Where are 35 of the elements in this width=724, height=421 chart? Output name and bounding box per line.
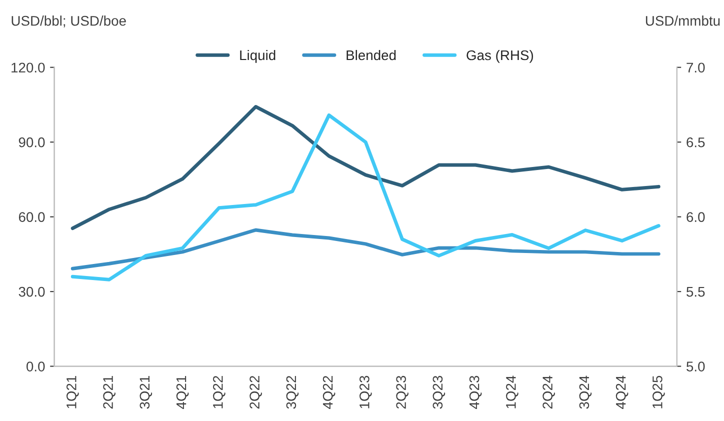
x-tick-label: 2Q24 bbox=[542, 376, 555, 409]
x-tick-label: 2Q22 bbox=[250, 376, 262, 409]
x-tick-label: 3Q22 bbox=[286, 376, 299, 409]
x-tick-label: 1Q24 bbox=[506, 376, 518, 408]
line-series bbox=[70, 228, 660, 270]
y2-tick-label: 5.0 bbox=[686, 362, 705, 372]
y-tick-label: 30.0 bbox=[18, 286, 45, 297]
x-tick-label: 1Q22 bbox=[213, 376, 226, 408]
y-axis-title: USD/bbl; USD/boe bbox=[12, 16, 126, 28]
y-tick-label: 120.0 bbox=[12, 62, 45, 73]
y2-tick-label: 6.0 bbox=[686, 212, 705, 222]
x-tick-label: 4Q24 bbox=[616, 376, 628, 409]
line-series bbox=[70, 104, 660, 230]
x-tick-label: 2Q23 bbox=[396, 376, 408, 409]
x-tick-label: 2Q21 bbox=[103, 376, 116, 409]
y-tick-label: 90.0 bbox=[18, 137, 45, 148]
x-tick-label: 3Q23 bbox=[432, 376, 446, 409]
x-tick-label: 1Q21 bbox=[66, 376, 79, 408]
y2-axis-title: USD/mmbtu bbox=[646, 16, 720, 26]
legend-label: Blended bbox=[346, 50, 396, 60]
x-tick-label: 1Q25 bbox=[652, 376, 665, 408]
y-tick-label: 0.0 bbox=[26, 362, 45, 372]
x-tick-label: 4Q23 bbox=[469, 376, 482, 409]
x-tick-label: 3Q21 bbox=[140, 376, 152, 409]
y2-tick-label: 7.0 bbox=[686, 62, 705, 73]
x-tick-label: 3Q24 bbox=[579, 376, 592, 409]
legend-label: Gas (RHS) bbox=[466, 50, 534, 63]
y2-tick-label: 5.5 bbox=[686, 287, 705, 297]
x-tick-label: 1Q23 bbox=[360, 376, 372, 408]
legend-label: Liquid bbox=[240, 50, 276, 63]
x-tick-label: 4Q22 bbox=[322, 376, 336, 409]
line-series bbox=[70, 113, 660, 282]
y2-tick-label: 6.5 bbox=[686, 137, 705, 148]
y-tick-label: 60.0 bbox=[18, 212, 45, 222]
x-tick-label: 4Q21 bbox=[176, 376, 189, 409]
